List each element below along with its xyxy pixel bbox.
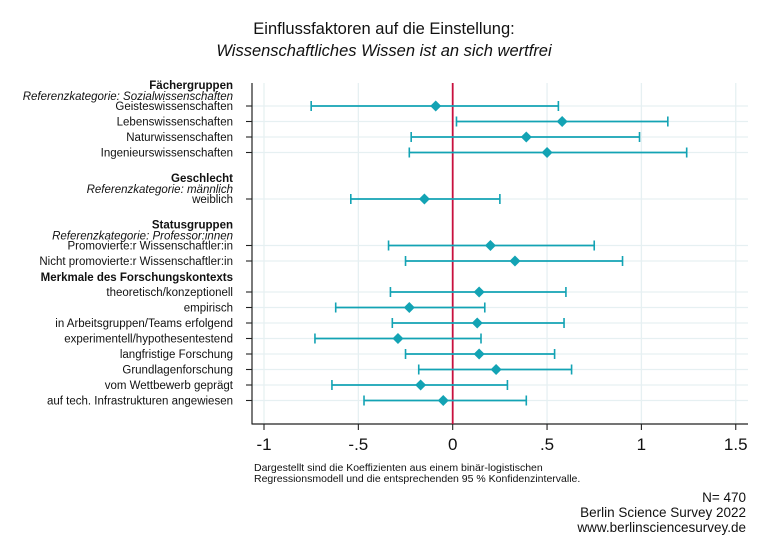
y-tick-label: experimentell/hypothesentestend — [64, 334, 233, 346]
y-tick-label: Naturwissenschaften — [126, 132, 233, 144]
coefficient-marker — [509, 255, 521, 267]
y-tick-label: Geisteswissenschaften — [115, 101, 233, 113]
coefficient-marker — [418, 193, 430, 205]
source-label: Berlin Science Survey 2022 — [580, 505, 746, 520]
coefficient-marker — [490, 364, 502, 375]
coefficient-marker — [556, 116, 568, 127]
y-tick-label: langfristige Forschung — [120, 349, 233, 361]
y-tick-label: theoretisch/konzeptionell — [106, 287, 233, 299]
sample-size: N= 470 — [702, 490, 746, 505]
y-tick-label: Promovierte:r Wissenschaftler:in — [67, 241, 233, 253]
coefficient-marker — [473, 286, 485, 298]
x-tick-label: 1.5 — [724, 435, 748, 454]
coefficient-marker — [473, 348, 485, 360]
x-tick-label: -.5 — [348, 435, 368, 454]
coefficient-marker — [415, 379, 427, 391]
chart-subtitle: Wissenschaftliches Wissen ist an sich we… — [216, 42, 552, 60]
source-url[interactable]: www.berlinsciencesurvey.de — [577, 520, 746, 535]
coefficient-marker — [541, 147, 553, 158]
group-reference-category: Referenzkategorie: männlich — [87, 184, 233, 196]
coefficient-marker — [520, 131, 532, 143]
x-tick-label: -1 — [256, 435, 271, 454]
y-tick-label: vom Wettbewerb geprägt — [105, 380, 234, 392]
group-reference-category: Referenzkategorie: Professor:innen — [52, 231, 233, 243]
coefficient-marker — [437, 395, 449, 406]
coefficient-marker — [484, 240, 496, 251]
x-tick-label: 0 — [448, 435, 457, 454]
y-tick-label: Ingenieurswissenschaften — [101, 148, 233, 160]
y-tick-label: auf tech. Infrastrukturen angewiesen — [47, 396, 233, 408]
y-tick-label: empirisch — [184, 303, 233, 315]
note-line: Dargestellt sind die Koeffizienten aus e… — [254, 462, 543, 474]
group-heading: Geschlecht — [171, 173, 233, 185]
coefficient-marker — [403, 302, 415, 313]
chart-title: Einflussfaktoren auf die Einstellung: — [253, 20, 515, 38]
y-tick-label: Nicht promovierte:r Wissenschaftler:in — [39, 256, 233, 268]
y-tick-label: Lebenswissenschaften — [117, 117, 233, 129]
coefficient-marker — [392, 333, 404, 344]
chart-note: Dargestellt sind die Koeffizienten aus e… — [254, 463, 580, 485]
group-heading: Merkmale des Forschungskontexts — [41, 272, 233, 284]
note-line: Regressionsmodell und die entsprechenden… — [254, 473, 581, 485]
y-tick-label: weiblich — [191, 194, 233, 206]
x-tick-label: 1 — [637, 435, 646, 454]
y-tick-label: Grundlagenforschung — [122, 365, 233, 377]
coefficient-marker — [471, 317, 483, 329]
footer: N= 470 Berlin Science Survey 2022 www.be… — [577, 490, 746, 535]
x-tick-label: .5 — [540, 435, 554, 454]
group-reference-category: Referenzkategorie: Sozialwissenschaften — [23, 91, 233, 103]
coefficient-marker — [430, 100, 442, 112]
group-heading: Fächergruppen — [149, 80, 233, 92]
y-tick-label: in Arbeitsgruppen/Teams erfolgend — [55, 318, 233, 330]
group-heading: Statusgruppen — [152, 220, 233, 232]
